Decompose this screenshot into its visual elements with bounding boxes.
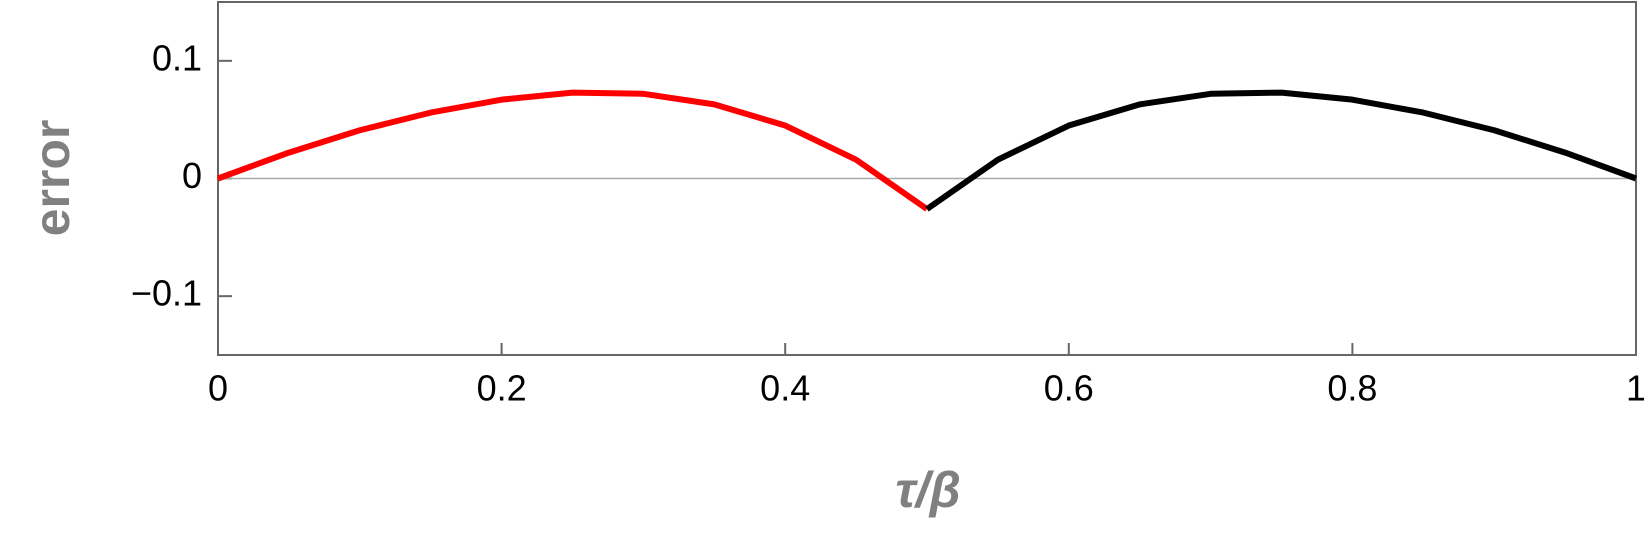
x-tick-label: 1 (1626, 368, 1644, 409)
y-axis-title: error (24, 120, 80, 237)
y-tick-label: 0.1 (152, 37, 202, 78)
series-line (216, 89, 929, 212)
x-tick-label: 0.6 (1044, 368, 1094, 409)
series-line (925, 89, 1638, 212)
x-axis-title: τ/β (895, 462, 960, 518)
y-tick-label: −0.1 (131, 273, 202, 314)
x-tick-label: 0 (208, 368, 228, 409)
x-tick-label: 0.4 (760, 368, 810, 409)
x-tick-label: 0.2 (477, 368, 527, 409)
y-tick-label: 0 (182, 155, 202, 196)
x-tick-label: 0.8 (1327, 368, 1377, 409)
